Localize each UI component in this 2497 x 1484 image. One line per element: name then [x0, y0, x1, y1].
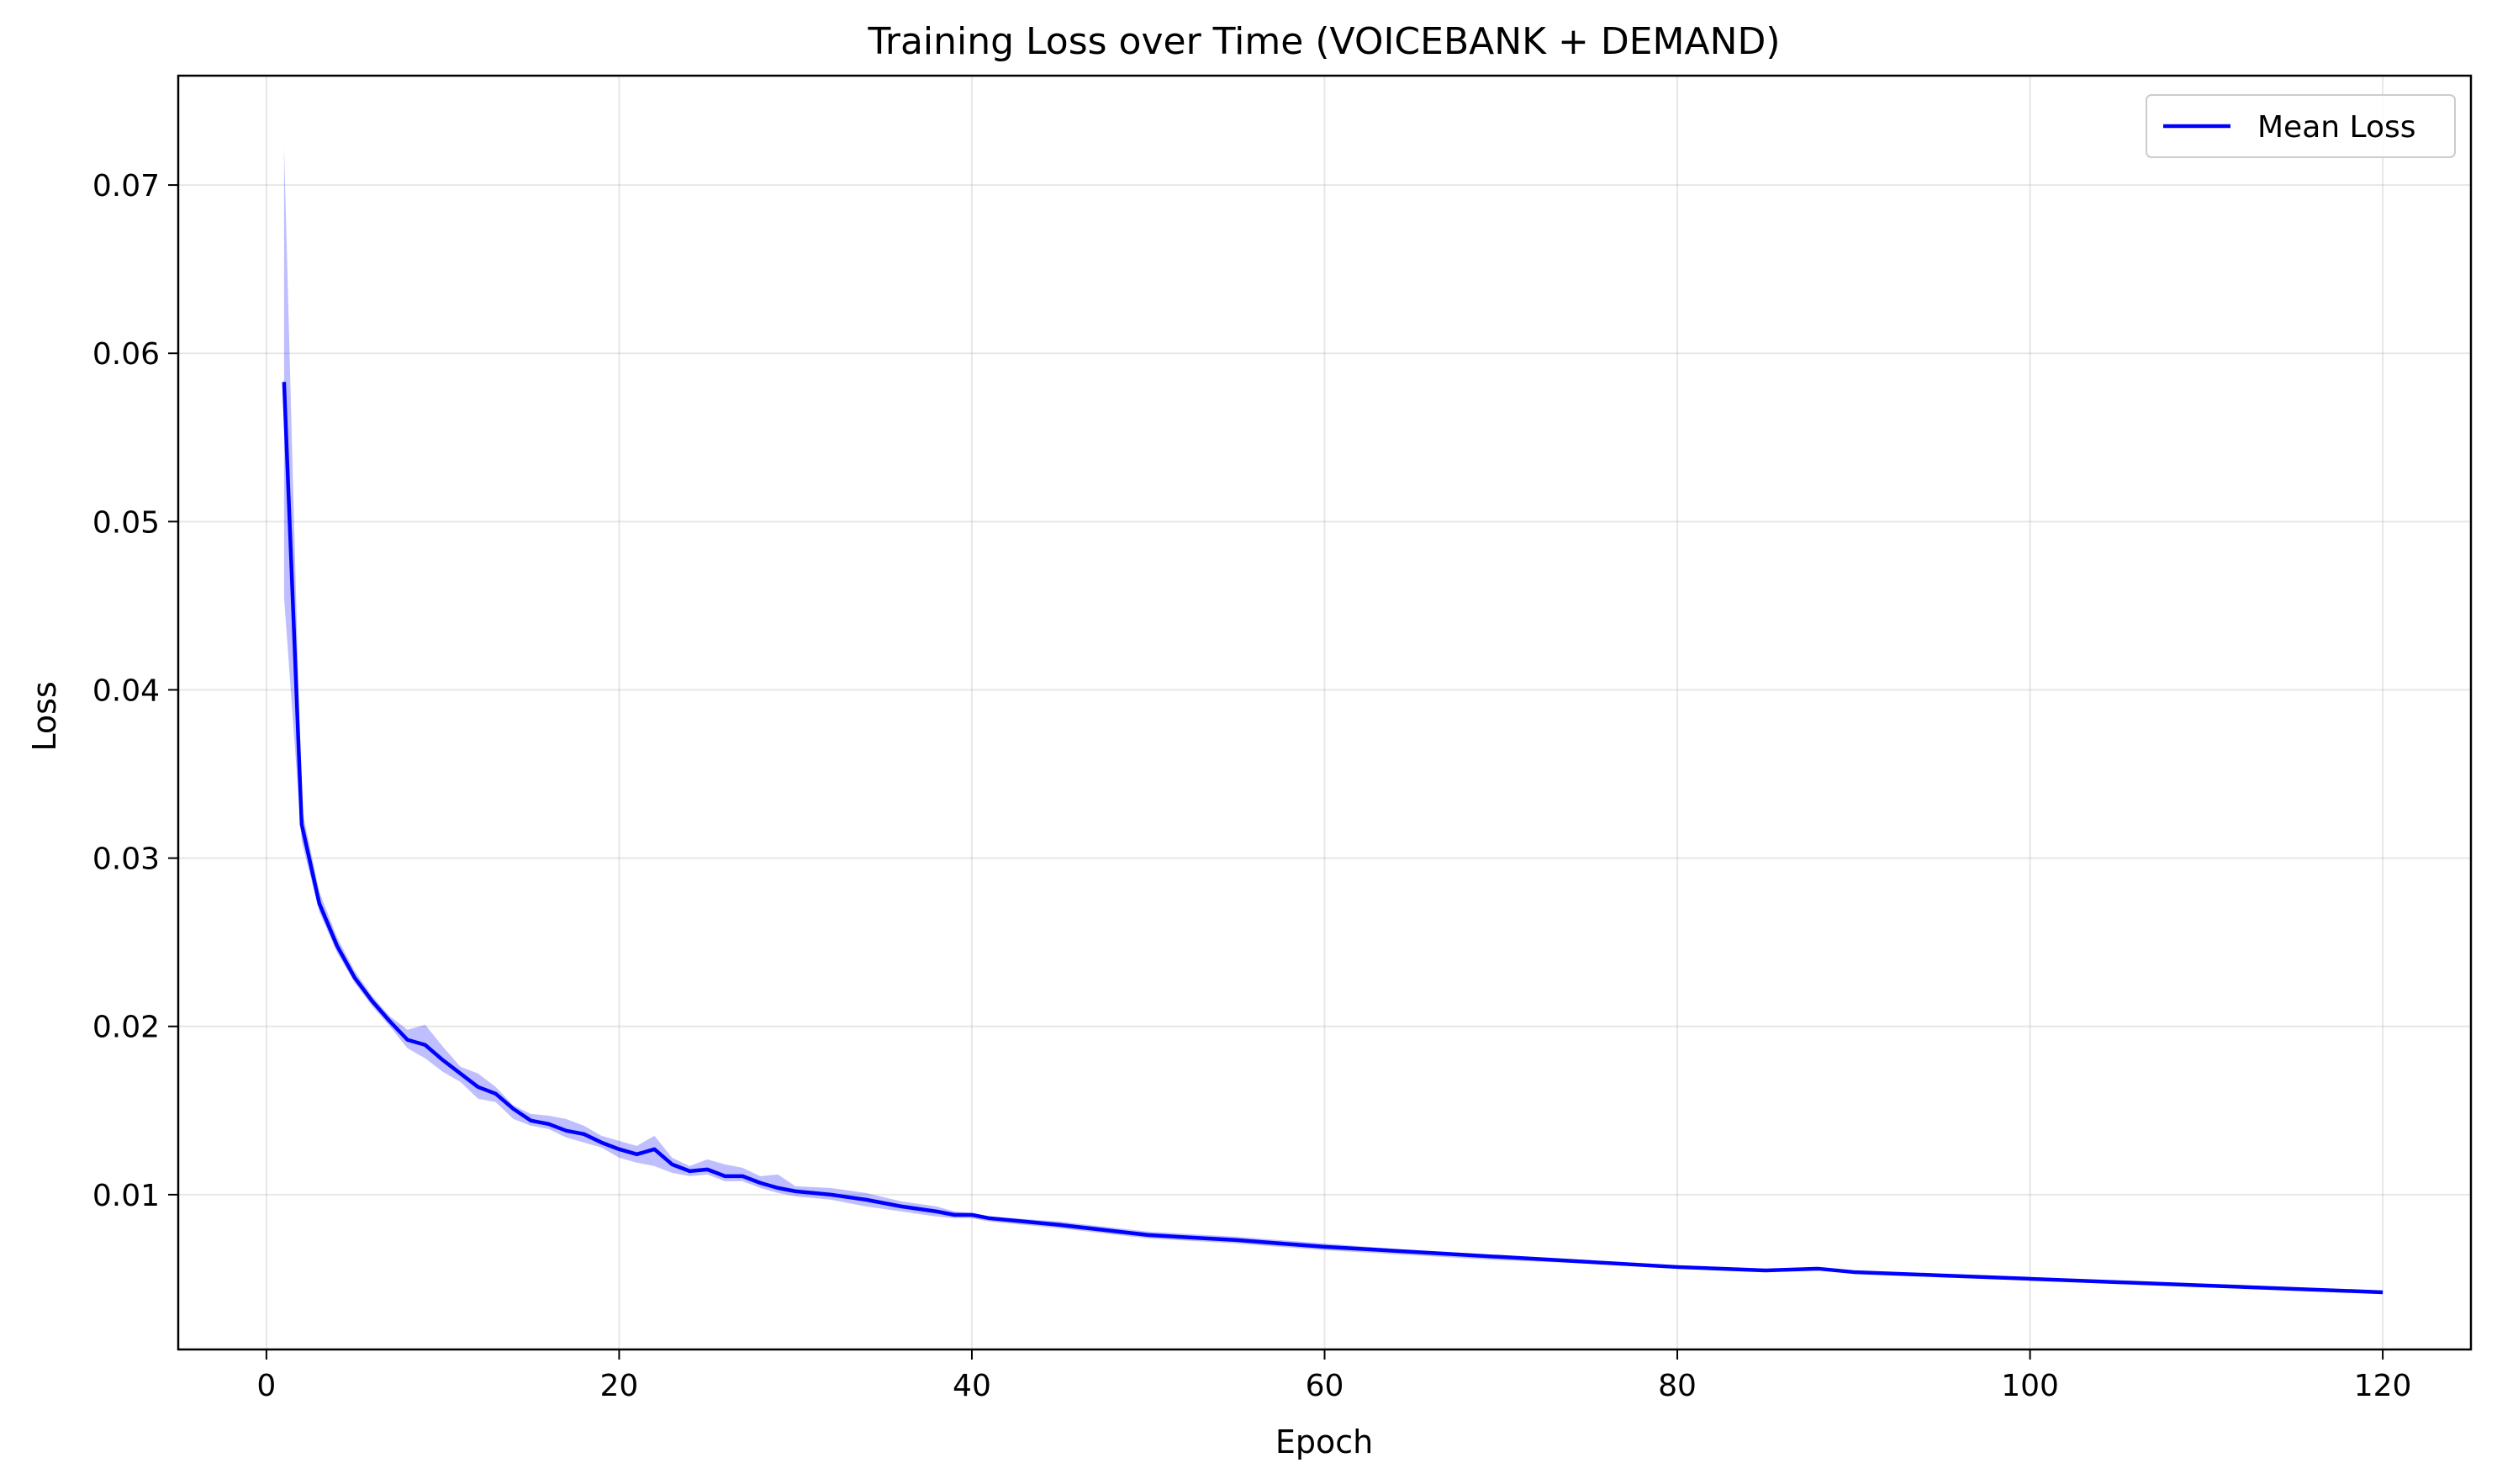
legend-box: [2146, 94, 2456, 158]
y-tick-label: 0.07: [92, 169, 160, 203]
loss-range-band: [283, 146, 2384, 1294]
y-tick-label: 0.06: [92, 337, 160, 372]
x-tick-label: 20: [600, 1369, 639, 1403]
x-axis: 0 20 40 60 80 100 120: [256, 1349, 2411, 1403]
y-tick-label: 0.05: [92, 505, 160, 540]
y-axis: 0.01 0.02 0.03 0.04 0.05 0.06 0.07: [92, 169, 178, 1213]
y-tick-label: 0.03: [92, 842, 160, 877]
y-axis-label: Loss: [26, 681, 63, 751]
chart-title: Training Loss over Time (VOICEBANK + DEM…: [867, 20, 1780, 63]
x-tick-label: 0: [256, 1369, 276, 1403]
x-axis-label: Epoch: [1275, 1423, 1373, 1460]
x-tick-label: 80: [1658, 1369, 1697, 1403]
y-tick-label: 0.02: [92, 1011, 160, 1045]
grid: [178, 76, 2471, 1349]
x-tick-label: 120: [2354, 1369, 2412, 1403]
x-tick-label: 60: [1306, 1369, 1344, 1403]
y-tick-label: 0.01: [92, 1179, 160, 1213]
legend-label-mean-loss: Mean Loss: [2257, 110, 2416, 145]
legend: Mean Loss: [2146, 94, 2456, 158]
series-line-mean-loss: [282, 382, 2384, 1295]
y-tick-label: 0.04: [92, 673, 160, 708]
x-tick-label: 100: [2001, 1369, 2059, 1403]
x-tick-label: 40: [953, 1369, 991, 1403]
